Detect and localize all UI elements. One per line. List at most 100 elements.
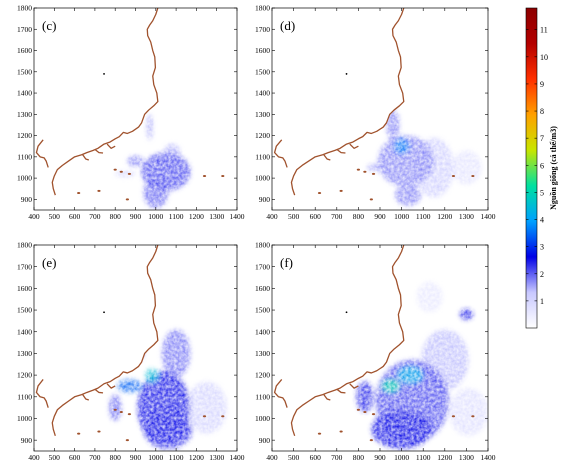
x-tick-label: 1100 [416,453,431,462]
island [371,172,376,175]
x-tick-label: 700 [89,212,101,221]
y-tick-label: 1200 [17,371,32,380]
panel-label: (f) [280,255,293,270]
island [77,191,81,194]
panel-f: 400 500 600 700 800 900 1000 1100 1200 1300 1400 90… [255,241,496,462]
y-tick-label: 1500 [255,67,270,76]
y-tick-label: 1600 [17,46,32,55]
coastline-west [273,379,288,408]
y-tick-label: 1500 [255,306,270,315]
river-mouth [349,143,359,149]
y-tick-label: 1100 [17,392,32,401]
island [339,430,343,433]
colorbar-tick-label: 3 [540,243,544,252]
y-tick-label: 1800 [255,241,270,250]
island [127,413,132,416]
river-mouth [323,154,331,161]
x-tick-label: 400 [266,212,278,221]
island [317,191,322,194]
coastline-west [35,139,49,168]
colorbar-tick-label: 5 [540,188,544,197]
river-mouth [336,148,346,154]
x-tick-label: 800 [353,453,365,462]
panel-d: 400 500 600 700 800 900 1000 1100 1200 1300 1400 90… [255,4,496,221]
y-tick-label: 1500 [17,67,32,76]
y-tick-label: 1100 [255,152,270,161]
y-tick-label: 1300 [255,110,270,119]
island [471,174,475,177]
y-tick-label: 1200 [255,131,270,140]
coastline [273,8,475,201]
x-tick-label: 800 [353,212,365,221]
river-mouth [349,383,359,389]
island [119,410,123,413]
island [451,174,456,177]
x-tick-label: 1200 [437,453,452,462]
y-tick-label: 1100 [17,152,32,161]
coastline-west [35,379,49,408]
x-tick-label: 1400 [230,453,245,462]
island [77,432,81,435]
y-tick-label: 1700 [17,25,32,34]
x-tick-label: 600 [310,212,322,221]
coastline-main [290,245,405,437]
x-tick-label: 1100 [416,212,431,221]
y-tick-label: 1400 [255,327,270,336]
land-mask [34,8,158,196]
colorbar-tick-label: 6 [540,161,544,170]
y-tick-label: 1000 [17,174,32,183]
y-tick-label: 1300 [17,349,32,358]
island [369,198,373,201]
x-tick-label: 1400 [230,212,245,221]
colorbar-tick-label: 1 [540,297,544,306]
island [371,413,376,416]
x-tick-label: 700 [331,453,343,462]
x-tick-label: 1200 [437,212,452,221]
y-tick-label: 1000 [255,414,270,423]
colorbar-tick-label: 7 [540,134,544,143]
island [221,415,225,418]
land-mask [272,8,404,196]
colorbar-tick-label: 2 [540,270,544,279]
river-mouth [82,154,90,161]
x-tick-label: 600 [310,453,322,462]
y-tick-label: 1000 [17,414,32,423]
y-tick-label: 1400 [255,89,270,98]
island [356,168,360,171]
x-tick-label: 1100 [169,453,184,462]
island [221,174,225,177]
x-tick-label: 400 [28,212,40,221]
x-tick-label: 1300 [209,212,224,221]
island [202,174,207,177]
x-tick-label: 400 [28,453,40,462]
x-tick-label: 400 [266,453,278,462]
colorbar: 1 2 3 4 5 6 7 8 9 10 11 Nguồn giống (cá thể/m3) [525,7,558,329]
island [97,189,101,192]
y-tick-label: 1800 [255,4,270,13]
x-tick-label: 900 [130,453,142,462]
island [363,170,367,173]
island [103,311,105,314]
x-tick-label: 500 [288,453,300,462]
x-tick-label: 500 [49,212,61,221]
colorbar-label: Nguồn giống (cá thể/m3) [549,126,558,210]
y-tick-label: 1800 [17,241,32,250]
y-tick-label: 1300 [17,110,32,119]
river-mouth [82,394,90,401]
panel-label: (e) [42,255,56,270]
y-tick-label: 1000 [255,174,270,183]
island [202,415,207,418]
colorbar-tick-label: 11 [540,26,548,35]
y-tick-label: 1200 [255,371,270,380]
y-tick-label: 1600 [17,284,32,293]
river-mouth [323,394,331,401]
x-tick-label: 1000 [394,212,409,221]
x-tick-label: 1000 [394,453,409,462]
colorbar-tick-label: 9 [540,80,544,89]
y-tick-label: 1300 [255,349,270,358]
island [339,189,343,192]
y-tick-label: 1700 [255,25,270,34]
island [125,198,129,201]
x-tick-label: 500 [49,453,61,462]
